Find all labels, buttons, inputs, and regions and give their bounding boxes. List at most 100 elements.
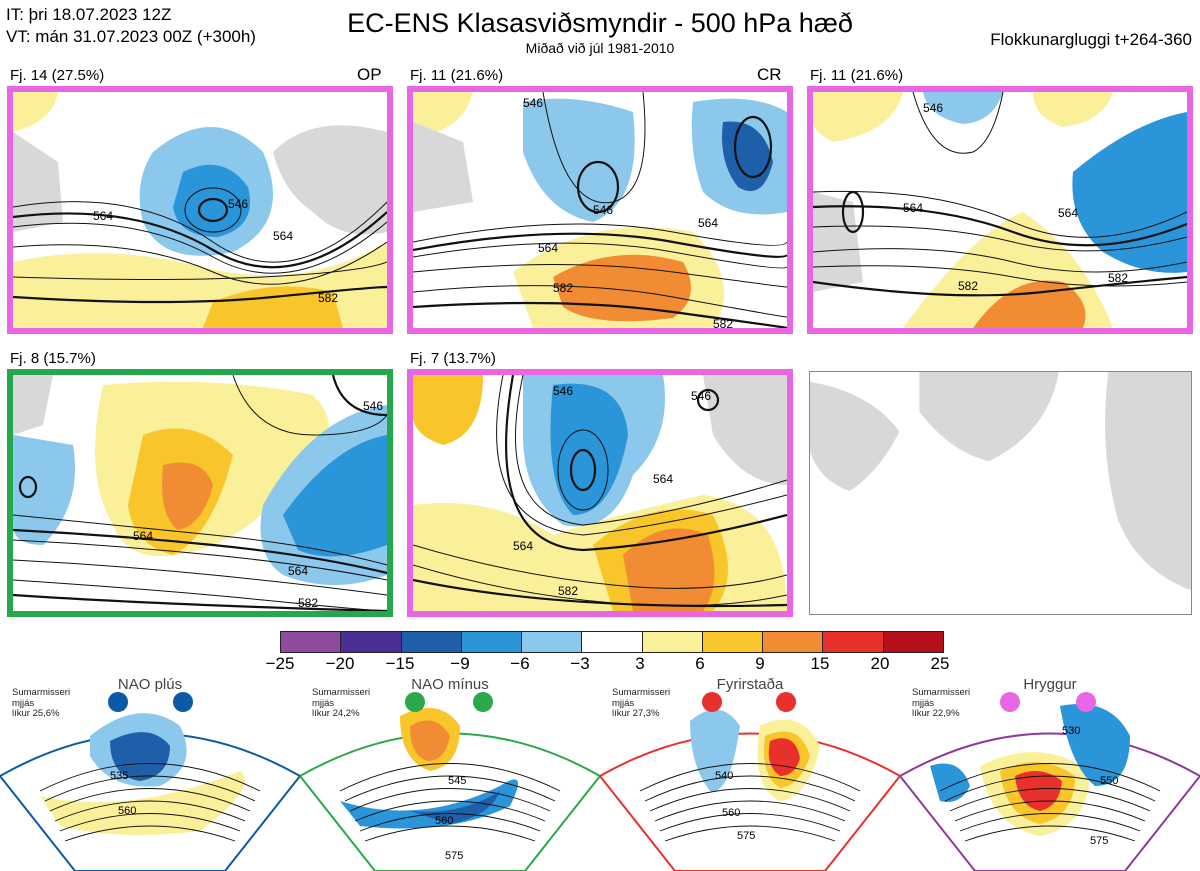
contour-label: 564 bbox=[1058, 206, 1078, 220]
regime-probability: líkur 24,2% bbox=[312, 708, 360, 719]
colorbar-segment bbox=[522, 632, 583, 652]
regime-season: Sumarmisseri bbox=[612, 687, 671, 698]
regime-contour-label: 575 bbox=[445, 850, 463, 862]
contour-label: 564 bbox=[698, 216, 718, 230]
contour-label: 582 bbox=[298, 596, 318, 610]
anomaly-negative bbox=[13, 435, 75, 545]
panel-5-label: Fj. 7 (13.7%) bbox=[410, 350, 496, 367]
regime-info: Sumarmisseri mjjás líkur 24,2% bbox=[312, 687, 371, 720]
regime-ridge[interactable]: 530 550 575 Hryggur Sumarmisseri mjjás l… bbox=[900, 676, 1200, 871]
regime-contour-label: 545 bbox=[448, 775, 466, 787]
colorbar-tick: 25 bbox=[930, 654, 950, 673]
colorbar-segment bbox=[642, 632, 703, 652]
contour-label: 564 bbox=[513, 539, 533, 553]
contour-label: 546 bbox=[553, 384, 573, 398]
regime-name: NAO mínus bbox=[411, 676, 489, 693]
colorbar-tick: 15 bbox=[810, 654, 830, 673]
page-title: EC-ENS Klasasviðsmyndir - 500 hPa hæð bbox=[347, 8, 853, 38]
panel-2-code: CR bbox=[757, 65, 782, 84]
cluster-map-2-svg: 546 546 564 564 582 582 bbox=[413, 92, 787, 328]
anomaly-positive bbox=[413, 92, 473, 137]
land bbox=[13, 132, 63, 232]
anomaly-negative bbox=[1072, 112, 1187, 273]
colorbar bbox=[280, 631, 944, 653]
contour-label: 582 bbox=[558, 584, 578, 598]
contour-label: 546 bbox=[923, 101, 943, 115]
regime-contour-label: 535 bbox=[110, 770, 128, 782]
colorbar-tick: −6 bbox=[510, 654, 530, 673]
regime-blocking[interactable]: 540 560 575 Fyrirstaða Sumarmisseri mjjá… bbox=[600, 676, 900, 871]
regime-ridge-map: 530 550 575 bbox=[900, 692, 1200, 871]
colorbar-segment bbox=[883, 632, 943, 652]
cluster-map-2[interactable]: 546 546 564 564 582 582 bbox=[407, 86, 793, 334]
land bbox=[810, 381, 900, 492]
cluster-map-4[interactable]: 546 564 564 582 bbox=[7, 369, 393, 617]
colorbar-segment bbox=[401, 632, 462, 652]
regime-name: NAO plús bbox=[117, 676, 183, 693]
regime-info: Sumarmisseri mjjás líkur 27,3% bbox=[612, 687, 671, 720]
regime-contour-label: 550 bbox=[1100, 775, 1118, 787]
contour-label: 582 bbox=[713, 317, 733, 328]
contour-label: 582 bbox=[553, 281, 573, 295]
regime-measure: mjjás bbox=[612, 697, 635, 709]
colorbar-tick: −9 bbox=[450, 654, 470, 673]
colorbar-tick: −25 bbox=[265, 654, 295, 673]
anomaly-positive bbox=[162, 462, 213, 530]
contour-label: 582 bbox=[958, 279, 978, 293]
anomaly-positive bbox=[813, 92, 903, 142]
panel-2-label: Fj. 11 (21.6%) bbox=[410, 67, 504, 84]
anomaly-negative bbox=[173, 164, 250, 237]
empty-map-svg bbox=[810, 372, 1191, 591]
cluster-map-3[interactable]: 546 564 564 582 582 bbox=[807, 86, 1193, 334]
colorbar-segment bbox=[341, 632, 402, 652]
regime-info: Sumarmisseri mjjás líkur 22,9% bbox=[912, 687, 970, 720]
regime-contour-label: 575 bbox=[737, 830, 755, 842]
valid-time: VT: mán 31.07.2023 00Z (+300h) bbox=[6, 27, 256, 46]
colorbar-tick: 20 bbox=[870, 654, 890, 673]
land bbox=[703, 375, 787, 485]
colorbar-segment bbox=[281, 632, 342, 652]
regime-blocking-map: 540 560 575 bbox=[600, 692, 900, 871]
cluster-map-5[interactable]: 564 564 582 546 546 bbox=[407, 369, 793, 617]
contour-label: 564 bbox=[133, 529, 153, 543]
colorbar-tick: 9 bbox=[755, 654, 765, 673]
colorbar-tick: 6 bbox=[695, 654, 705, 673]
regime-nao-minus[interactable]: 545 560 575 NAO mínus Sumarmisseri mjjás… bbox=[300, 676, 600, 871]
contour-label: 582 bbox=[1108, 271, 1128, 285]
contour-label: 582 bbox=[318, 291, 338, 305]
regime-contour-label: 560 bbox=[435, 815, 453, 827]
regime-name: Hryggur bbox=[1023, 676, 1077, 693]
anomaly-negative bbox=[923, 92, 1003, 124]
anomaly-positive bbox=[1033, 92, 1113, 127]
regime-nao-plus[interactable]: 535 560 NAO plús Sumarmisseri mjjás líku… bbox=[0, 676, 300, 871]
panel-1-label: Fj. 14 (27.5%) bbox=[10, 67, 105, 84]
cluster-map-1[interactable]: 546 564 564 582 bbox=[7, 86, 393, 334]
land bbox=[273, 125, 387, 235]
regime-contour-label: 560 bbox=[118, 805, 136, 817]
regime-contour-label: 560 bbox=[722, 807, 740, 819]
cluster-window: Flokkunargluggi t+264-360 bbox=[990, 30, 1192, 49]
panel-4-label: Fj. 8 (15.7%) bbox=[10, 350, 96, 367]
anomaly-negative bbox=[523, 98, 635, 222]
regime-season: Sumarmisseri bbox=[12, 687, 71, 698]
init-time: IT: þri 18.07.2023 12Z bbox=[6, 5, 172, 24]
contour-label: 546 bbox=[523, 96, 543, 110]
land bbox=[13, 375, 53, 435]
anomaly-positive bbox=[13, 92, 58, 132]
cluster-map-3-svg: 546 564 564 582 582 bbox=[813, 92, 1187, 328]
regime-name: Fyrirstaða bbox=[716, 676, 784, 693]
anomaly-positive bbox=[413, 375, 483, 445]
regime-season: Sumarmisseri bbox=[312, 687, 371, 698]
colorbar-segment bbox=[582, 632, 643, 652]
regime-nao-minus-map: 545 560 575 bbox=[300, 692, 600, 871]
regime-info: Sumarmisseri mjjás líkur 25,6% bbox=[12, 687, 71, 720]
land bbox=[413, 122, 473, 212]
contour-label: 564 bbox=[653, 472, 673, 486]
cluster-map-1-svg: 546 564 564 582 bbox=[13, 92, 387, 328]
land bbox=[1105, 372, 1191, 591]
colorbar-segment bbox=[702, 632, 764, 652]
cluster-map-5-svg: 564 564 582 546 546 bbox=[413, 375, 787, 611]
contour-label: 564 bbox=[273, 229, 293, 243]
anomaly-negative bbox=[550, 383, 628, 515]
contour-label: 564 bbox=[288, 564, 308, 578]
